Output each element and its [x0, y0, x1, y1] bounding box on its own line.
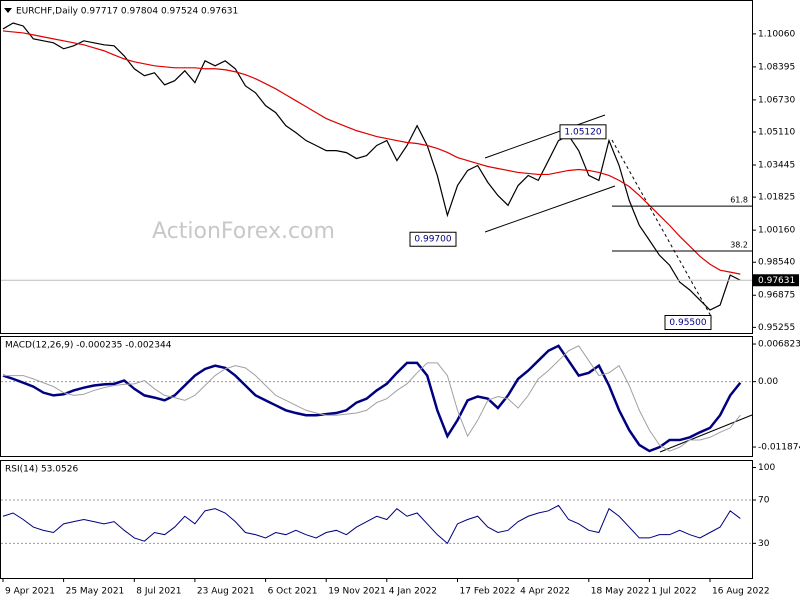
fib-label: 38.2 — [730, 240, 748, 249]
x-tick-label: 18 May 2022 — [591, 587, 650, 597]
last-price-box — [753, 274, 799, 287]
x-tick-label: 9 Apr 2021 — [5, 587, 55, 597]
x-tick-label: 4 Jan 2022 — [389, 587, 437, 597]
series-line — [2, 504, 741, 545]
rsi-panel — [0, 460, 753, 579]
y-tick-label: 1.08395 — [758, 62, 795, 72]
y-tick-label: 1.03445 — [758, 161, 795, 171]
y-tick-label: 70 — [758, 496, 770, 506]
series-line — [2, 344, 742, 453]
x-tick-label: 4 Apr 2022 — [520, 587, 570, 597]
menu-arrow — [4, 8, 12, 13]
y-tick-label: 0.00 — [758, 377, 778, 387]
x-tick-label: 23 Aug 2021 — [197, 587, 255, 597]
macd-trendline — [659, 414, 753, 453]
y-tick-label: 1.06730 — [758, 95, 795, 105]
x-tick-label: 1 Jul 2022 — [651, 587, 696, 597]
y-tick-label: 0.95255 — [758, 323, 795, 333]
y-tick-label: 1.05110 — [758, 128, 795, 138]
y-tick-label: 100 — [758, 463, 775, 473]
rsi-title: RSI(14) 53.0526 — [5, 465, 78, 475]
x-tick-label: 8 Jul 2021 — [136, 587, 181, 597]
y-tick-label: 1.01825 — [758, 193, 795, 203]
fib-label: 61.8 — [730, 196, 748, 205]
y-tick-label: -0.011874 — [758, 443, 800, 453]
trend-dashed — [611, 139, 713, 319]
annotation-label: 1.05120 — [564, 127, 601, 137]
macd-title: MACD(12,26,9) -0.000235 -0.002344 — [5, 341, 172, 351]
x-tick-label: 19 Nov 2021 — [328, 587, 386, 597]
series-line — [2, 30, 741, 275]
last-price-label: 0.97631 — [758, 276, 795, 286]
y-tick-label: 0.006823 — [758, 340, 800, 350]
watermark: ActionForex.com — [152, 219, 335, 244]
annotation-box — [559, 124, 607, 140]
y-tick-label: 1.10060 — [758, 29, 795, 39]
price-panel — [0, 0, 753, 334]
annotation-label: 0.99700 — [414, 235, 451, 245]
y-tick-label: 0.96875 — [758, 291, 795, 301]
channel-lower — [484, 185, 616, 233]
x-tick-label: 25 May 2021 — [66, 587, 125, 597]
annotation-box — [664, 314, 712, 330]
chart-title: EURCHF,Daily 0.97717 0.97804 0.97524 0.9… — [16, 7, 238, 17]
y-tick-label: 0.98540 — [758, 258, 795, 268]
macd-panel — [0, 336, 753, 457]
y-tick-label: 1.00160 — [758, 226, 795, 236]
series-line — [3, 345, 741, 452]
x-tick-label: 16 Aug 2022 — [712, 587, 770, 597]
x-tick-label: 17 Feb 2022 — [460, 587, 516, 597]
channel-upper — [484, 114, 606, 159]
annotation-label: 0.95500 — [669, 318, 706, 328]
series-line — [2, 22, 741, 311]
x-tick-label: 6 Oct 2021 — [268, 587, 318, 597]
y-tick-label: 30 — [758, 539, 770, 549]
annotation-box — [409, 231, 457, 247]
